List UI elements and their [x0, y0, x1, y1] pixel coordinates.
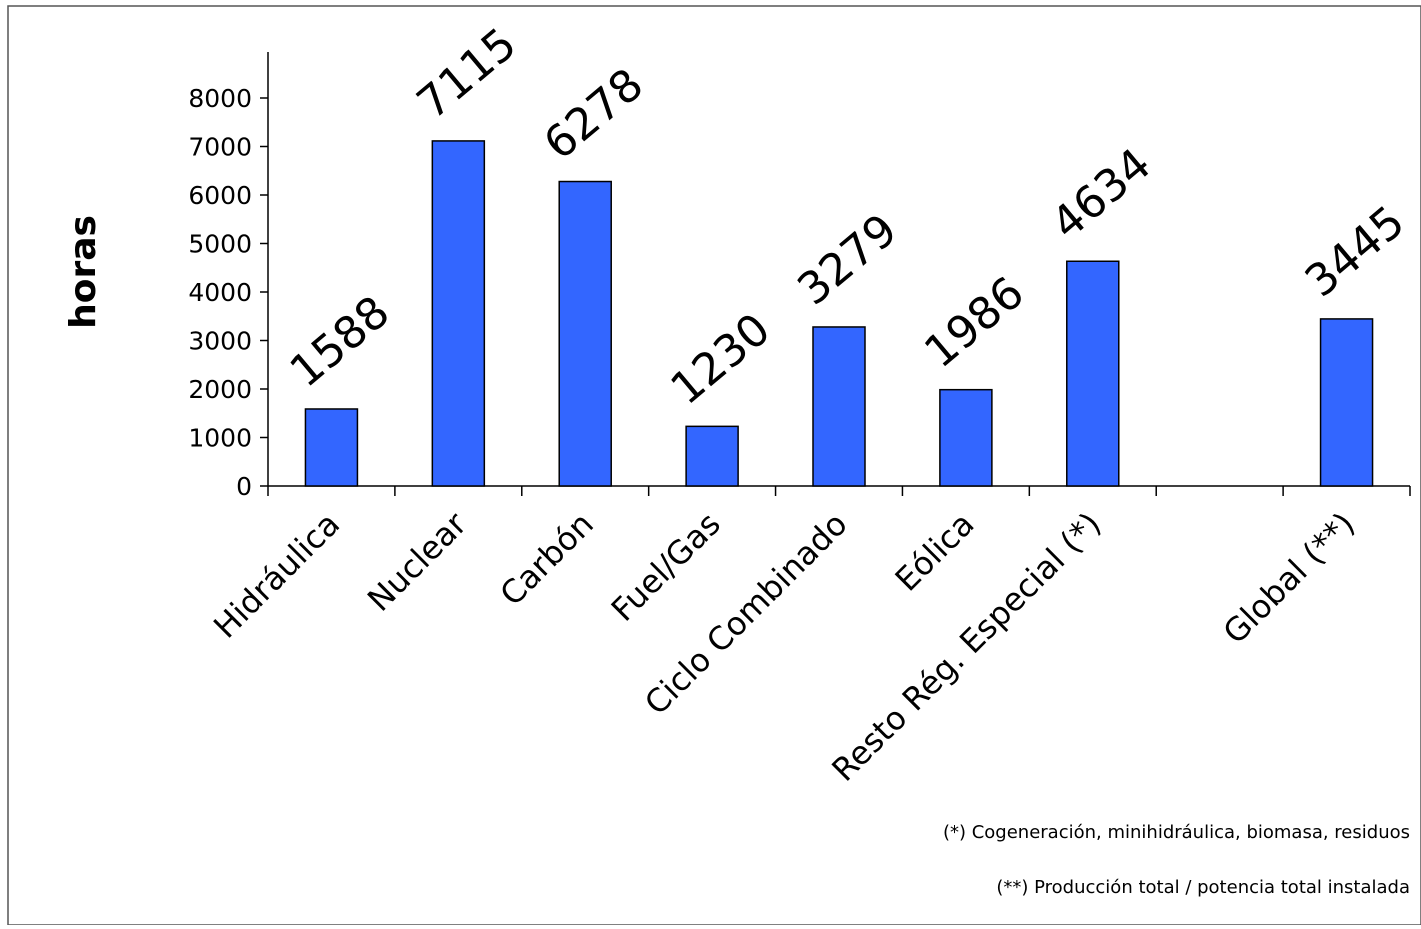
bar	[304, 408, 359, 487]
y-tick-label: 3000	[188, 327, 252, 356]
category-label: Nuclear	[360, 504, 475, 619]
footnote-2: (**) Producción total / potencia total i…	[996, 877, 1410, 898]
y-tick-label: 6000	[188, 181, 252, 210]
category-label: Hidráulica	[206, 505, 347, 646]
y-tick-label: 0	[236, 472, 252, 501]
data-label: 3279	[788, 204, 907, 315]
bar	[685, 425, 739, 487]
bar	[1066, 260, 1120, 487]
data-label: 1230	[661, 304, 780, 415]
bar	[1319, 318, 1374, 487]
footnote-1: (*) Cogeneración, minihidráulica, biomas…	[943, 822, 1410, 843]
labels: 0 1000 2000 3000 4000 5000 6000 7000 8000 1588 Hid…	[188, 18, 1414, 788]
y-tick-label: 2000	[188, 375, 252, 404]
data-label: 4634	[1042, 139, 1161, 250]
bar	[939, 388, 993, 487]
category-label: Fuel/Gas	[604, 505, 728, 629]
y-tick-label: 7000	[188, 133, 252, 162]
data-label: 6278	[535, 59, 654, 170]
y-tick-label: 1000	[188, 424, 252, 453]
data-label: 7115	[408, 18, 527, 129]
bar	[812, 326, 866, 487]
category-label: Global (**)	[1216, 505, 1363, 652]
bar	[431, 140, 486, 487]
bars	[304, 140, 1374, 487]
y-axis-title: horas	[63, 215, 104, 329]
data-label: 1986	[915, 267, 1034, 378]
data-label: 3445	[1296, 196, 1415, 307]
bar	[558, 180, 612, 487]
category-label: Resto Rég. Especial (*)	[824, 505, 1108, 789]
y-tick-label: 5000	[188, 230, 252, 259]
data-label: 1588	[281, 286, 400, 397]
y-tick-label: 4000	[188, 278, 252, 307]
y-tick-label: 8000	[188, 84, 252, 113]
category-label: Eólica	[888, 505, 982, 599]
category-label: Carbón	[492, 505, 600, 613]
